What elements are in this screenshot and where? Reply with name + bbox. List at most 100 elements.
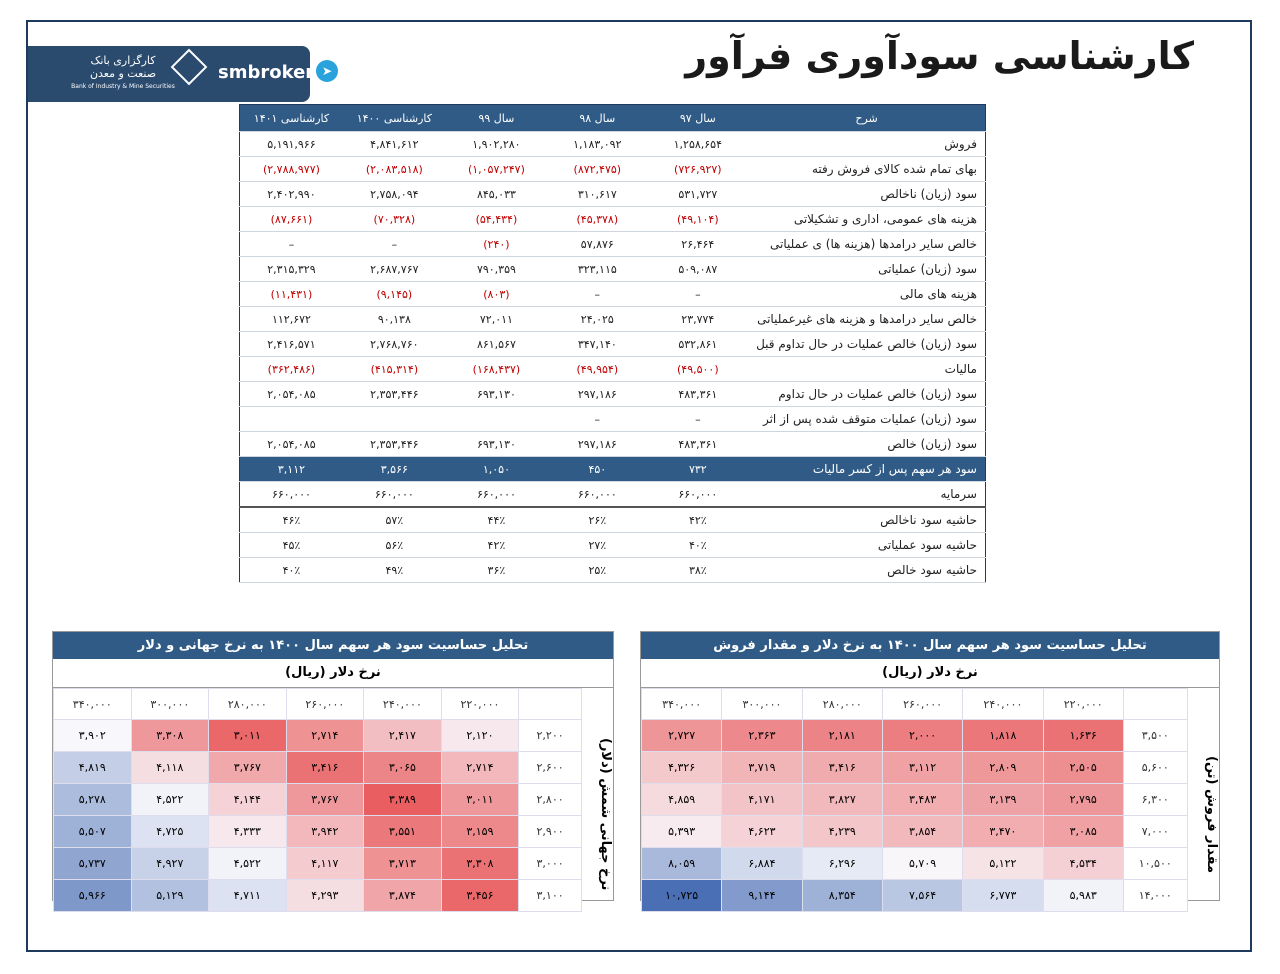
bank-line1: کارگزاری بانک: [90, 54, 156, 67]
sensitivity-cell: ۴,۹۲۷: [130, 847, 210, 880]
page-frame: [26, 20, 1252, 952]
cell-value: ۲,۳۱۵,۳۲۹: [239, 256, 343, 282]
cell-value: ۵۶٪: [342, 532, 446, 558]
table-row: سود (زیان) عملیاتی ۵۰۹,۰۸۷ ۳۲۳,۱۱۵ ۷۹۰,۳۵۹ ۲…: [239, 256, 986, 282]
column-value: ۳۰۰,۰۰۰: [130, 688, 210, 720]
column-value: ۳۰۰,۰۰۰: [721, 688, 803, 720]
cell-value: ۵۰۹,۰۸۷: [647, 256, 749, 282]
cell-value: ۲۶,۴۶۴: [647, 231, 749, 257]
sensitivity-cell: ۳,۴۸۳: [881, 783, 964, 816]
cell-value: ۶۹۳,۱۳۰: [445, 381, 548, 407]
table-row: ۵,۹۶۶ ۵,۱۲۹ ۴,۷۱۱ ۴,۲۹۳ ۳,۸۷۴ ۳,۴۵۶ ۳,۱۰۰: [53, 879, 582, 912]
table-row: سود (زیان) خالص عملیات در حال تداوم قبل ۵…: [239, 331, 986, 357]
sensitivity-cell: ۲,۱۸۱: [801, 719, 883, 752]
cell-value: ۴۵٪: [239, 532, 343, 558]
sensitivity-cell: ۴,۱۱۸: [130, 751, 210, 784]
sensitivity-cell: ۲,۴۱۷: [363, 719, 442, 752]
table-row: خالص سایر درامدها (هزینه ها) ی عملیاتی ۲۶…: [239, 231, 986, 257]
table-row: ۵,۳۹۳ ۴,۶۲۳ ۴,۲۳۹ ۳,۸۵۴ ۳,۴۷۰ ۳,۰۸۵ ۷,۰۰۰: [640, 815, 1188, 848]
table-row: ۲,۷۲۷ ۲,۳۶۳ ۲,۱۸۱ ۲,۰۰۰ ۱,۸۱۸ ۱,۶۳۶ ۳,۵۰۰: [640, 719, 1188, 752]
cell-value: ۱۱۲,۶۷۲: [239, 306, 343, 332]
sensitivity-cell: ۴,۱۷۱: [721, 783, 803, 816]
table-row: سود (زیان) خالص عملیات در حال تداوم ۴۸۳,۳…: [239, 381, 986, 407]
table-row: ۵,۷۳۷ ۴,۹۲۷ ۴,۵۲۲ ۴,۱۱۷ ۳,۷۱۳ ۳,۳۰۸ ۳,۰۰۰: [53, 847, 582, 880]
cell-value: ۲,۰۵۴,۰۸۵: [239, 381, 343, 407]
sensitivity-cell: ۴,۷۲۵: [130, 815, 210, 848]
sensitivity-cell: ۲,۱۲۰: [440, 719, 520, 752]
row-value: ۷,۰۰۰: [1122, 815, 1188, 848]
column-value: ۲۲۰,۰۰۰: [440, 688, 520, 720]
page-title: کارشناسی سودآوری فرآور: [685, 34, 1194, 78]
cell-value: ۶۶۰,۰۰۰: [647, 481, 749, 508]
row-label: خالص سایر درامدها و هزینه های غیرعملیاتی: [748, 306, 986, 332]
table-row: خالص سایر درامدها و هزینه های غیرعملیاتی…: [239, 306, 986, 332]
sensitivity-cell: ۷,۵۶۴: [881, 879, 964, 912]
cell-value: ۳۶٪: [445, 557, 548, 583]
sensitivity-cell: ۳,۳۰۸: [440, 847, 520, 880]
sensitivity-cell: ۴,۳۳۳: [208, 815, 287, 848]
table-row: هزینه های مالی – – (۸۰۳) (۹,۱۴۵) (۱۱,۴۳۱): [239, 281, 986, 307]
sensitivity-cell: ۳,۸۵۴: [881, 815, 964, 848]
row-value: ۲,۸۰۰: [518, 783, 582, 816]
cell-value: ۲۵٪: [547, 557, 648, 583]
column-header: کارشناسی ۱۴۰۱: [239, 104, 343, 132]
cell-value: ۲۴,۰۲۵: [547, 306, 648, 332]
row-axis-title: مقدار فروش (تن): [1204, 755, 1219, 873]
cell-value: ۶۶۰,۰۰۰: [342, 481, 446, 508]
sensitivity-cell: ۳,۳۰۸: [130, 719, 210, 752]
cell-value: (۳۶۲,۴۸۶): [239, 356, 343, 382]
column-value: ۲۲۰,۰۰۰: [1042, 688, 1124, 720]
sensitivity-cell: ۱,۸۱۸: [962, 719, 1044, 752]
sensitivity-cell: ۵,۹۶۶: [53, 879, 132, 912]
sensitivity-table-dollar-volume: تحلیل حساسیت سود هر سهم سال ۱۴۰۰ به نرخ …: [640, 631, 1220, 912]
column-value: ۳۴۰,۰۰۰: [640, 688, 723, 720]
cell-value: ۲,۰۵۴,۰۸۵: [239, 431, 343, 457]
cell-value: ۷۲,۰۱۱: [445, 306, 548, 332]
table-row: سود (زیان) خالص ۴۸۳,۳۶۱ ۲۹۷,۱۸۶ ۶۹۳,۱۳۰ ۲,۳۵…: [239, 431, 986, 457]
table-row: حاشیه سود خالص ۳۸٪ ۲۵٪ ۳۶٪ ۴۹٪ ۴۰٪: [239, 557, 986, 583]
sensitivity-cell: ۳,۵۵۱: [363, 815, 442, 848]
row-value: ۱۴,۰۰۰: [1122, 879, 1188, 912]
cell-value: (۷۲۶,۹۲۷): [647, 156, 749, 182]
cell-value: [445, 406, 548, 432]
bank-line2: صنعت و معدن: [89, 67, 157, 80]
row-label: خالص سایر درامدها (هزینه ها) ی عملیاتی: [748, 231, 986, 257]
sensitivity-cell: ۳,۷۶۷: [208, 751, 287, 784]
sensitivity-cell: ۳,۴۷۰: [962, 815, 1044, 848]
row-label: حاشیه سود ناخالص: [748, 506, 986, 533]
row-label: سود (زیان) ناخالص: [748, 181, 986, 207]
table-row: سود (زیان) ناخالص ۵۳۱,۷۲۷ ۳۱۰,۶۱۷ ۸۴۵,۰۳۳ ۲,…: [239, 181, 986, 207]
table-row: ۵,۲۷۸ ۴,۵۲۲ ۴,۱۴۴ ۳,۷۶۷ ۳,۳۸۹ ۳,۰۱۱ ۲,۸۰۰: [53, 783, 582, 816]
cell-value: ۳۱۰,۶۱۷: [547, 181, 648, 207]
cell-value: (۴۹,۵۰۰): [647, 356, 749, 382]
cell-value: ۶۶۰,۰۰۰: [547, 481, 648, 508]
table-row: ۴,۸۱۹ ۴,۱۱۸ ۳,۷۶۷ ۳,۴۱۶ ۳,۰۶۵ ۲,۷۱۴ ۲,۶۰۰: [53, 751, 582, 784]
row-label: سود (زیان) عملیاتی: [748, 256, 986, 282]
cell-value: ۸۶۱,۵۶۷: [445, 331, 548, 357]
sensitivity-cell: ۳,۸۷۴: [363, 879, 442, 912]
cell-value: ۴۰٪: [647, 532, 749, 558]
row-label: سود (زیان) عملیات متوقف شده پس از اثر: [748, 406, 986, 432]
brand-name: smbroker: [218, 62, 315, 83]
sensitivity-cell: ۴,۷۱۱: [208, 879, 287, 912]
bank-en: Bank of Industry & Mine Securities: [71, 83, 175, 90]
table-row: ۸,۰۵۹ ۶,۸۸۴ ۶,۲۹۶ ۵,۷۰۹ ۵,۱۲۲ ۴,۵۳۴ ۱۰,۵۰۰: [640, 847, 1188, 880]
row-value: ۱۰,۵۰۰: [1122, 847, 1188, 880]
column-header: کارشناسی ۱۴۰۰: [342, 104, 446, 132]
cell-value: ۶۶۰,۰۰۰: [445, 481, 548, 508]
table-row: سود هر سهم پس از کسر مالیات ۷۳۲ ۴۵۰ ۱,۰۵۰ ۳,…: [239, 456, 986, 482]
cell-value: (۵۴,۴۳۴): [445, 206, 548, 232]
sensitivity-cell: ۴,۲۳۹: [801, 815, 883, 848]
sensitivity-cell: ۱۰,۷۲۵: [640, 879, 723, 912]
row-label: سود (زیان) خالص: [748, 431, 986, 457]
column-value: ۳۴۰,۰۰۰: [53, 688, 132, 720]
sensitivity-cell: ۵,۱۲۲: [962, 847, 1044, 880]
sensitivity-cell: ۵,۷۳۷: [53, 847, 132, 880]
sensitivity-cell: ۹,۱۴۴: [721, 879, 803, 912]
sensitivity-cell: ۵,۵۰۷: [53, 815, 132, 848]
sensitivity-cell: ۲,۸۰۹: [962, 751, 1044, 784]
cell-value: (۲۴۰): [445, 231, 548, 257]
sensitivity-cell: ۵,۲۷۸: [53, 783, 132, 816]
cell-value: ۷۹۰,۳۵۹: [445, 256, 548, 282]
sensitivity-cell: ۳,۷۱۳: [363, 847, 442, 880]
